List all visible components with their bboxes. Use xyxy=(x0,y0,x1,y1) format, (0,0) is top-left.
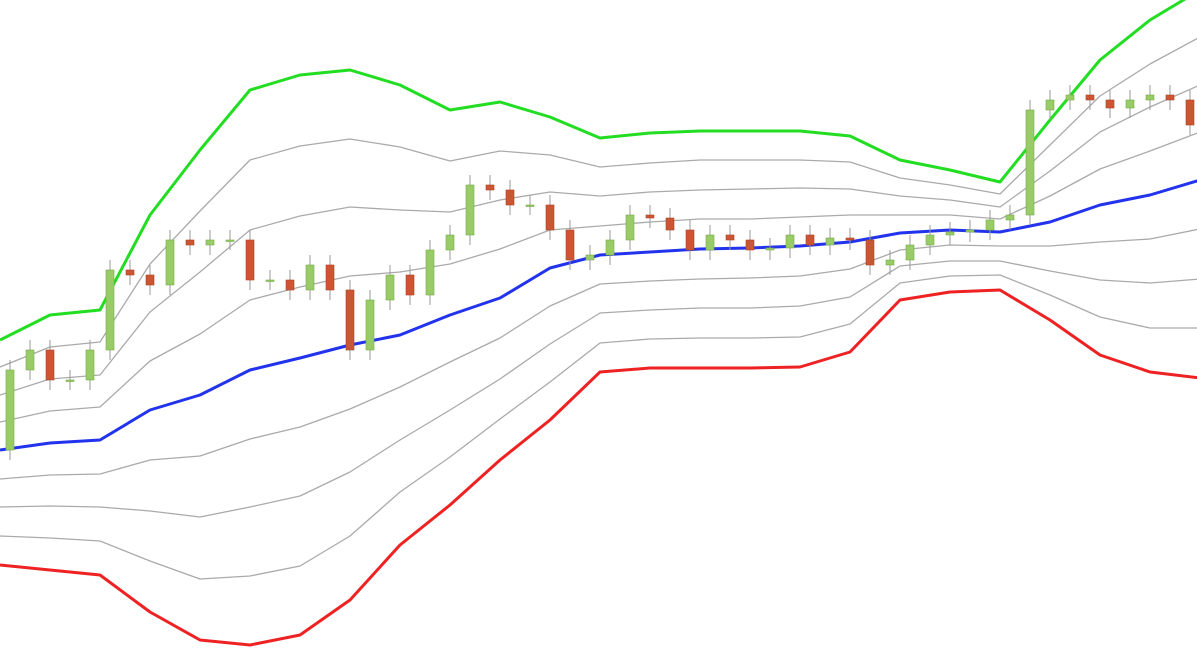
band-line xyxy=(0,85,1197,396)
candle-body xyxy=(1125,99,1135,109)
candle-body xyxy=(965,229,975,233)
band-line xyxy=(0,288,1197,647)
candle-body xyxy=(825,237,835,246)
candle-body xyxy=(865,239,875,266)
candle-body xyxy=(205,239,215,246)
candle-body xyxy=(25,349,35,371)
candle-body xyxy=(905,244,915,261)
candle-body xyxy=(805,234,815,246)
candle-body xyxy=(1005,214,1015,221)
band-line xyxy=(0,132,1197,423)
candle-body xyxy=(605,239,615,256)
candle-body xyxy=(425,249,435,296)
candle-body xyxy=(645,214,655,219)
candle-body xyxy=(925,234,935,246)
band-line xyxy=(0,274,1197,580)
candle-body xyxy=(5,369,15,451)
candle-body xyxy=(185,239,195,246)
candle-body xyxy=(85,349,95,381)
candle-body xyxy=(345,289,355,351)
candle-body xyxy=(285,279,295,291)
candle-body xyxy=(665,217,675,231)
candle-body xyxy=(1065,94,1075,101)
candle-body xyxy=(305,264,315,291)
candle-body xyxy=(705,234,715,251)
candle-body xyxy=(585,254,595,261)
candle-body xyxy=(1085,94,1095,101)
band-line xyxy=(0,228,1197,480)
candle-body xyxy=(405,274,415,296)
candle-body xyxy=(325,264,335,291)
candle-body xyxy=(245,239,255,281)
candle-body xyxy=(165,239,175,286)
candle-body xyxy=(945,231,955,236)
candle-body xyxy=(445,234,455,251)
candle-body xyxy=(1145,94,1155,101)
candle-body xyxy=(1185,99,1195,126)
candle-body xyxy=(1105,99,1115,109)
candle-body xyxy=(485,184,495,191)
band-line xyxy=(0,37,1197,368)
candle-body xyxy=(1045,99,1055,111)
band-line xyxy=(0,260,1197,518)
candle-body xyxy=(725,234,735,241)
candle-body xyxy=(125,269,135,276)
candle-body xyxy=(765,247,775,251)
candle-body xyxy=(1025,109,1035,216)
candle-body xyxy=(105,269,115,351)
candle-body xyxy=(505,189,515,206)
candle-body xyxy=(365,299,375,351)
candle-body xyxy=(1165,94,1175,101)
candle-body xyxy=(745,239,755,251)
candle-body xyxy=(985,219,995,231)
candle-body xyxy=(685,229,695,251)
candle-body xyxy=(885,259,895,266)
candle-body xyxy=(845,237,855,241)
candle-body xyxy=(45,349,55,381)
candle-body xyxy=(545,204,555,231)
candle-body xyxy=(385,274,395,301)
candle-body xyxy=(625,214,635,241)
candle-body xyxy=(225,239,235,242)
candle-body xyxy=(265,279,275,282)
candle-body xyxy=(465,184,475,236)
candle-body xyxy=(785,234,795,249)
candle-body xyxy=(145,274,155,286)
candle-body xyxy=(65,379,75,382)
band-line xyxy=(0,179,1197,452)
candle-body xyxy=(525,204,535,207)
band-line xyxy=(0,0,1187,342)
candle-body xyxy=(565,229,575,261)
